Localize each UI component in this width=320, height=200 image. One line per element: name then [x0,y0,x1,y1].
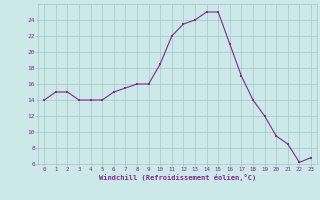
X-axis label: Windchill (Refroidissement éolien,°C): Windchill (Refroidissement éolien,°C) [99,174,256,181]
